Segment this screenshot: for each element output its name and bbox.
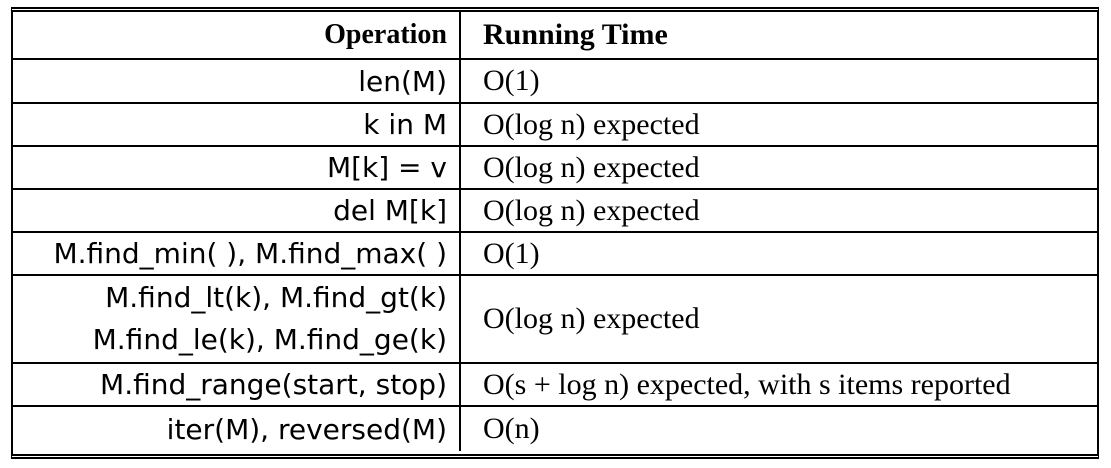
table-row: k in M O(log n) expected [11,103,1099,146]
table-row: M.find_lt(k), M.find_gt(k) M.find_le(k),… [11,275,1099,363]
operation-text: len(M) [358,64,447,98]
table-row: iter(M), reversed(M) O(n) [11,406,1099,451]
running-time-cell: O(s + log n) expected, with s items repo… [460,363,1099,406]
operation-cell: k in M [11,103,461,146]
running-time-cell: O(log n) expected [460,275,1099,363]
operation-text: iter(M), reversed(M) [166,412,447,446]
running-time-text: O(s + log n) expected, with s items repo… [483,367,1011,401]
running-time-cell: O(1) [460,59,1099,103]
operation-text: M.find_lt(k), M.find_gt(k) [105,281,447,314]
running-time-cell: O(log n) expected [460,146,1099,189]
operation-text: M.find_le(k), M.find_ge(k) [92,323,447,356]
running-time-cell: O(1) [460,232,1099,275]
operation-cell: del M[k] [11,189,461,232]
running-time-text: O(log n) expected [483,107,700,141]
table-row: len(M) O(1) [11,59,1099,103]
table-row: del M[k] O(log n) expected [11,189,1099,232]
operation-text: M.find_range(start, stop) [100,368,447,401]
running-time-text: O(log n) expected [483,150,700,184]
table-header-row: Operation Running Time [11,12,1099,59]
running-time-text: O(n) [483,412,540,445]
running-time-text: O(1) [483,64,540,97]
operation-cell: M.find_lt(k), M.find_gt(k) M.find_le(k),… [11,275,461,363]
running-time-table: Operation Running Time len(M) O(1) k in … [11,12,1099,451]
operation-text: M.find_min( ), M.find_max( ) [53,237,447,270]
table-row: M.find_min( ), M.find_max( ) O(1) [11,232,1099,275]
operation-cell: M.find_min( ), M.find_max( ) [11,232,461,275]
header-running-time: Running Time [483,18,668,51]
operation-text: M[k] = v [326,151,447,184]
operation-text: k in M [363,108,447,141]
operation-cell: iter(M), reversed(M) [11,406,461,451]
operation-cell: M[k] = v [11,146,461,189]
running-time-cell: O(n) [460,406,1099,451]
running-time-cell: O(log n) expected [460,103,1099,146]
running-time-text: O(1) [483,236,540,270]
operation-cell: M.find_range(start, stop) [11,363,461,406]
operation-cell: len(M) [11,59,461,103]
table-row: M.find_range(start, stop) O(s + log n) e… [11,363,1099,406]
running-time-cell: O(log n) expected [460,189,1099,232]
running-time-text: O(log n) expected [483,302,700,335]
table-row: M[k] = v O(log n) expected [11,146,1099,189]
operation-text: del M[k] [333,194,447,227]
header-operation: Operation [11,12,461,59]
running-time-text: O(log n) expected [483,193,700,227]
